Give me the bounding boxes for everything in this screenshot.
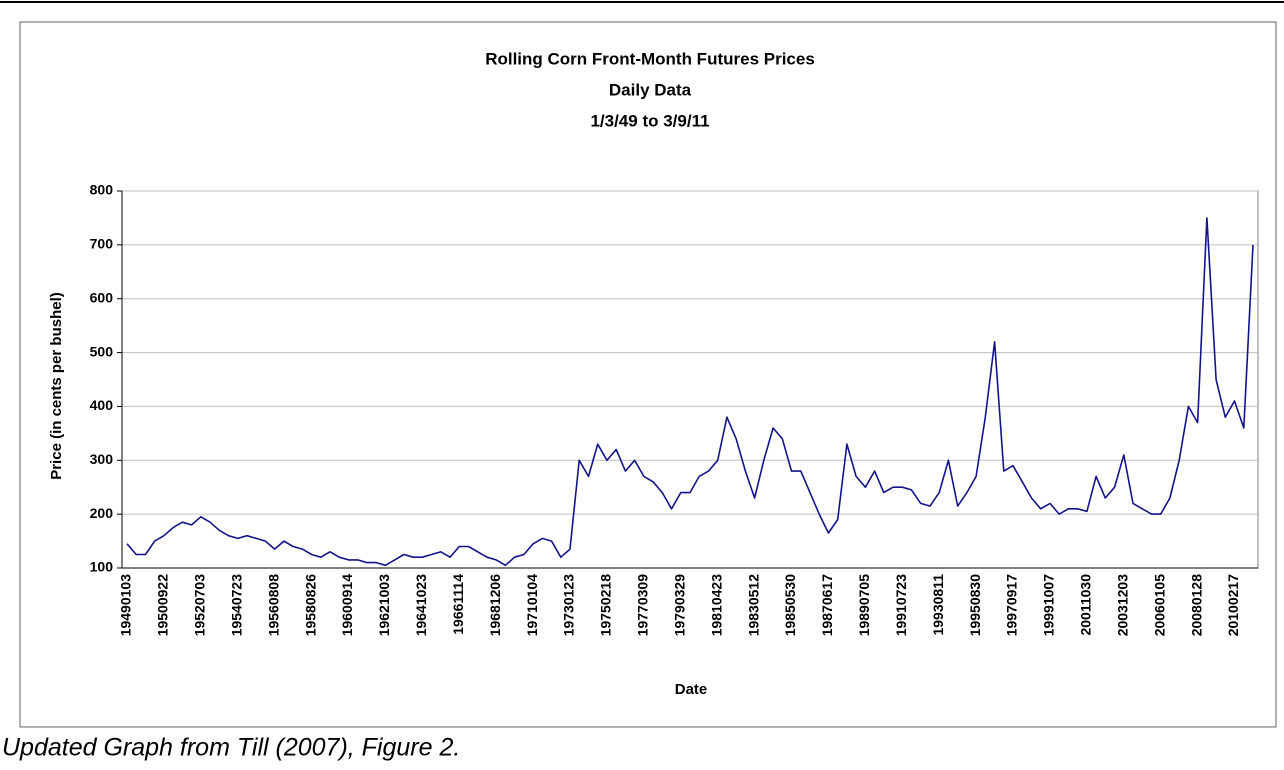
chart-title: Rolling Corn Front-Month Futures Prices xyxy=(485,49,815,68)
x-tick-label: 19790329 xyxy=(671,574,687,637)
y-tick-label: 100 xyxy=(90,559,114,575)
y-tick-label: 200 xyxy=(90,505,114,521)
x-tick-label: 19600914 xyxy=(339,574,355,637)
x-tick-label: 20100217 xyxy=(1225,574,1241,637)
x-tick-label: 19850530 xyxy=(782,574,798,637)
x-tick-label: 20080128 xyxy=(1188,574,1204,637)
x-tick-label: 19710104 xyxy=(524,574,540,637)
x-tick-label: 19540723 xyxy=(228,574,244,637)
y-axis-label: Price (in cents per bushel) xyxy=(48,292,65,480)
y-tick-label: 800 xyxy=(90,182,114,198)
y-tick-label: 500 xyxy=(90,343,114,359)
x-tick-label: 19490103 xyxy=(118,574,134,637)
x-tick-label: 20011030 xyxy=(1078,574,1094,636)
x-tick-label: 19991007 xyxy=(1041,574,1057,637)
x-tick-label: 19580826 xyxy=(302,574,318,637)
x-tick-label: 19621003 xyxy=(376,574,392,637)
x-tick-label: 19930811 xyxy=(930,574,946,636)
price-line xyxy=(126,217,1254,567)
plot-area: 100 200 300 400 500 600 700 800 19490103 19500922… xyxy=(90,182,1259,637)
x-tick-label: 20031203 xyxy=(1114,574,1130,637)
x-tick-label: 19661114 xyxy=(450,574,466,635)
x-tick-label: 19750218 xyxy=(598,574,614,637)
x-tick-label: 19890705 xyxy=(856,574,872,637)
y-tick-label: 700 xyxy=(90,236,114,252)
x-axis-label: Date xyxy=(675,681,708,698)
x-tick-label: 19560808 xyxy=(265,574,281,637)
x-tick-label: 19500922 xyxy=(155,574,171,637)
chart-subtitle: 1/3/49 to 3/9/11 xyxy=(590,111,709,130)
x-tick-label: 19870617 xyxy=(819,574,835,637)
x-tick-label: 19641023 xyxy=(413,574,429,637)
x-tick-label: 19681206 xyxy=(487,574,503,637)
x-tick-label: 19770309 xyxy=(635,574,651,637)
x-tick-label: 19830512 xyxy=(745,574,761,637)
x-tick-label: 20060105 xyxy=(1151,574,1167,637)
y-tick-label: 400 xyxy=(90,397,114,413)
x-tick-label: 19970917 xyxy=(1004,574,1020,637)
plot-background xyxy=(121,190,1259,569)
x-tick-label: 19520703 xyxy=(192,574,208,637)
x-tick-label: 19810423 xyxy=(708,574,724,637)
x-tick-label: 19950830 xyxy=(967,574,983,637)
y-tick-label: 300 xyxy=(90,451,114,467)
chart-subtitle: Daily Data xyxy=(609,80,692,99)
x-tick-label: 19910723 xyxy=(893,574,909,637)
x-tick-label: 19730123 xyxy=(561,574,577,637)
y-tick-label: 600 xyxy=(90,289,114,305)
caption: Updated Graph from Till (2007), Figure 2… xyxy=(2,734,460,762)
